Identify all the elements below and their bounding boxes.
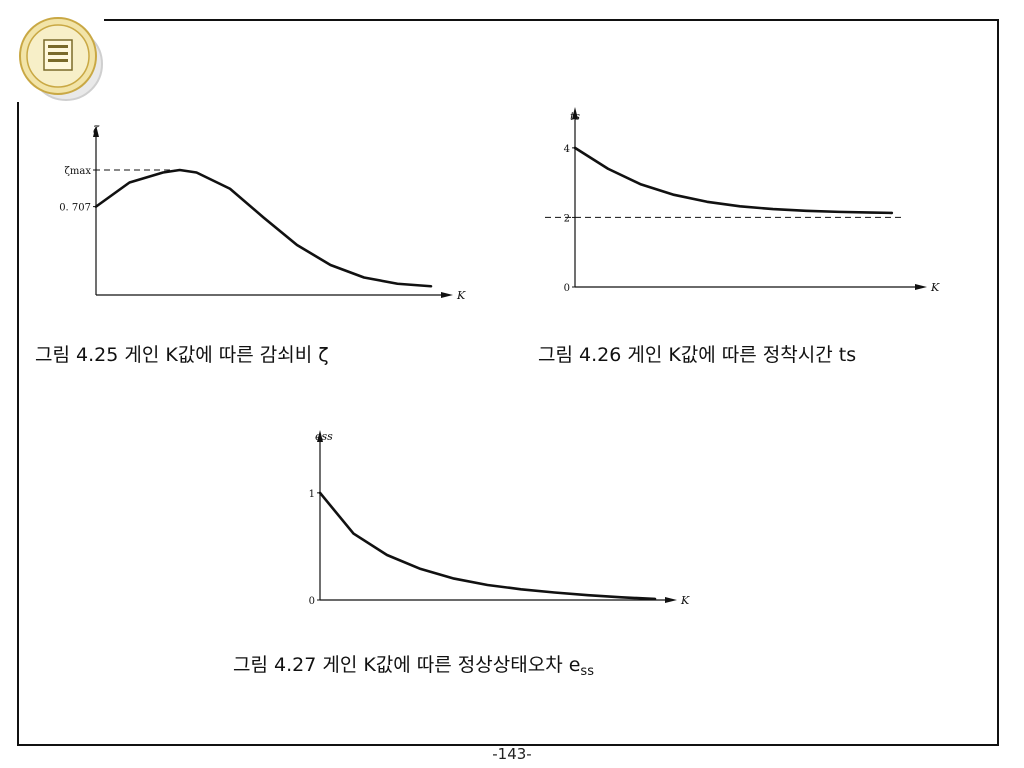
caption-figure-4-26: 그림 4.26 게인 K값에 따른 정착시간 ts	[538, 344, 857, 366]
y-axis-label: ζ	[93, 124, 100, 137]
y-axis-arrow	[572, 107, 578, 119]
y-tick-label: 2	[564, 213, 570, 224]
caption-figure-4-27-subscript: ss	[580, 664, 594, 679]
y-tick-label: 1	[309, 489, 315, 500]
x-axis-label: K	[930, 281, 940, 294]
y-tick-label: 0	[564, 283, 570, 294]
series-line	[318, 491, 657, 601]
page-number: -143-	[492, 745, 532, 763]
x-axis-label: K	[680, 594, 690, 607]
university-seal-logo	[19, 17, 103, 101]
x-axis-arrow	[665, 597, 677, 603]
caption-figure-4-27: 그림 4.27 게인 K값에 따른 정상상태오차 ess	[233, 650, 594, 679]
page-border	[17, 19, 999, 746]
y-axis-arrow	[93, 125, 99, 137]
y-tick-label: 0. 707	[59, 203, 91, 214]
x-axis-arrow	[441, 292, 453, 298]
chart-settling-time: Kts 0 2 4	[545, 107, 940, 294]
caption-figure-4-25: 그림 4.25 게인 K값에 따른 감쇠비 ζ	[35, 344, 329, 366]
y-tick-label: ζmax	[64, 166, 91, 177]
caption-figure-4-27-text: 그림 4.27 게인 K값에 따른 정상상태오차 e	[233, 654, 581, 676]
x-axis-arrow	[915, 284, 927, 290]
y-axis-arrow	[317, 430, 323, 442]
y-axis-label: ts	[570, 110, 580, 123]
y-axis-label: ess	[315, 430, 333, 443]
series-line	[94, 168, 433, 288]
x-axis-label: K	[456, 289, 466, 302]
chart-damping-ratio: Kζ 0. 707 ζmax	[59, 124, 466, 302]
y-tick-label: 4	[564, 144, 570, 155]
series-line	[573, 146, 894, 215]
y-tick-label: 0	[309, 596, 315, 607]
